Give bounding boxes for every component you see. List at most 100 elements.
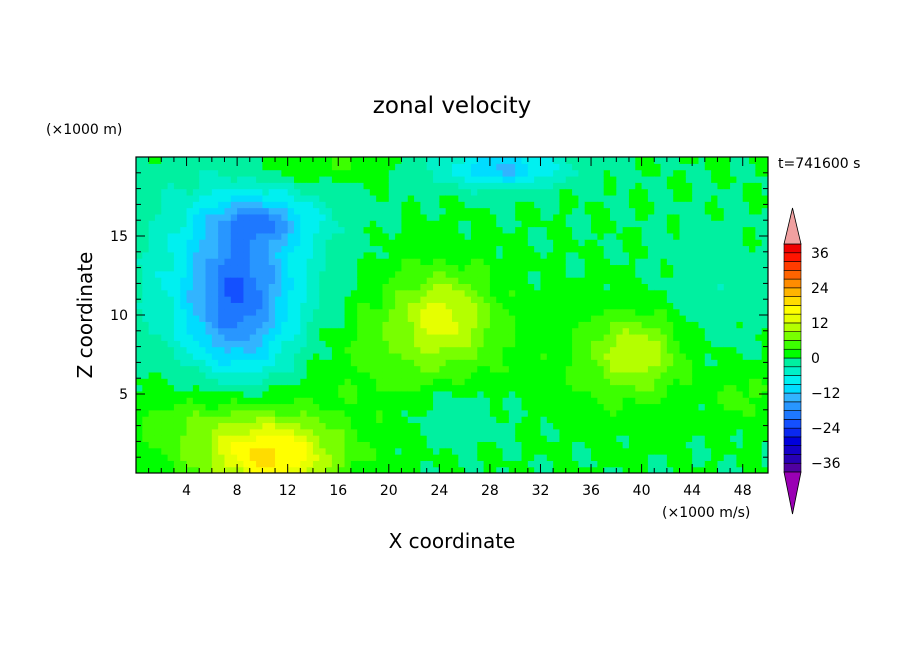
heat-cell — [344, 283, 352, 291]
heat-cell — [401, 239, 409, 247]
heat-cell — [730, 359, 737, 367]
heat-cell — [300, 346, 308, 354]
heat-cell — [287, 340, 295, 348]
heat-cell — [736, 277, 744, 284]
heat-cell — [711, 435, 719, 442]
heat-cell — [641, 441, 649, 449]
heat-cell — [730, 340, 737, 348]
heat-cell — [761, 435, 768, 442]
heat-cell — [647, 277, 655, 284]
heat-cell — [597, 416, 605, 424]
heat-cell — [439, 188, 447, 196]
heat-cell — [407, 175, 415, 183]
heat-cell — [622, 333, 630, 341]
heat-cell — [395, 239, 403, 247]
heat-cell — [578, 182, 586, 190]
heat-cell — [319, 390, 327, 398]
heat-cell — [502, 194, 510, 202]
heat-cell — [331, 157, 339, 164]
heat-cell — [546, 258, 554, 266]
heat-cell — [395, 378, 403, 386]
heat-cell — [489, 441, 497, 449]
heat-cell — [243, 422, 251, 430]
heat-cell — [698, 169, 706, 177]
heat-cell — [723, 302, 731, 310]
heat-cell — [698, 182, 706, 190]
heat-cell — [199, 466, 207, 473]
heat-cell — [628, 384, 636, 392]
heat-cell — [287, 308, 295, 316]
heat-cell — [622, 239, 630, 247]
heat-cell — [502, 435, 510, 442]
heat-cell — [395, 258, 403, 266]
heat-cell — [357, 296, 365, 303]
heat-cell — [350, 163, 358, 171]
heat-cell — [458, 201, 466, 209]
heat-cell — [477, 289, 485, 297]
heat-cell — [711, 416, 719, 424]
heat-cell — [647, 207, 655, 215]
heat-cell — [344, 226, 352, 234]
heat-cell — [439, 441, 447, 449]
heat-cell — [660, 232, 668, 240]
heat-cell — [331, 188, 339, 196]
heat-cell — [584, 384, 592, 392]
heat-cell — [685, 207, 693, 215]
heat-cell — [319, 346, 327, 354]
heat-cell — [199, 289, 207, 297]
heat-cell — [603, 346, 611, 354]
heat-cell — [243, 251, 251, 259]
heat-cell — [243, 327, 251, 335]
heat-cell — [483, 245, 491, 253]
heat-cell — [287, 409, 295, 417]
heat-cell — [679, 359, 687, 367]
heat-cell — [331, 207, 339, 215]
heat-cell — [376, 315, 384, 322]
heat-cell — [692, 428, 700, 436]
heat-cell — [331, 365, 339, 373]
heat-cell — [761, 403, 768, 411]
heat-cell — [167, 428, 175, 436]
heat-cell — [382, 384, 390, 392]
heat-cell — [376, 454, 384, 461]
heat-cell — [294, 352, 301, 360]
heat-cell — [401, 169, 409, 177]
heat-cell — [685, 201, 693, 209]
heat-cell — [496, 454, 504, 461]
heat-cell — [534, 264, 542, 272]
heat-cell — [154, 321, 162, 329]
heat-cell — [142, 188, 150, 196]
heat-cell — [666, 270, 674, 278]
heat-cell — [306, 409, 314, 417]
heat-cell — [654, 346, 662, 354]
heat-cell — [654, 258, 662, 266]
heat-cell — [433, 201, 440, 209]
heat-cell — [470, 283, 478, 291]
heat-cell — [679, 302, 687, 310]
heat-cell — [553, 226, 561, 234]
heat-cell — [426, 384, 434, 392]
heat-cell — [325, 302, 333, 310]
heat-cell — [414, 296, 421, 303]
heat-cell — [723, 270, 731, 278]
heat-cell — [167, 435, 175, 442]
heat-cell — [382, 435, 390, 442]
heat-cell — [426, 194, 434, 202]
heat-cell — [749, 397, 756, 405]
heat-cell — [363, 226, 371, 234]
heat-cell — [761, 466, 768, 473]
heat-cell — [546, 416, 554, 424]
heat-cell — [711, 296, 719, 303]
heat-cell — [616, 371, 624, 379]
heat-cell — [591, 384, 598, 392]
heat-cell — [508, 321, 516, 329]
heat-cell — [439, 194, 447, 202]
heat-cell — [489, 409, 497, 417]
heat-cell — [237, 213, 245, 221]
heat-cell — [458, 226, 466, 234]
heat-cell — [755, 409, 763, 417]
heat-cell — [553, 428, 561, 436]
heat-cell — [496, 213, 504, 221]
heat-cell — [515, 466, 523, 473]
heat-cell — [616, 201, 624, 209]
